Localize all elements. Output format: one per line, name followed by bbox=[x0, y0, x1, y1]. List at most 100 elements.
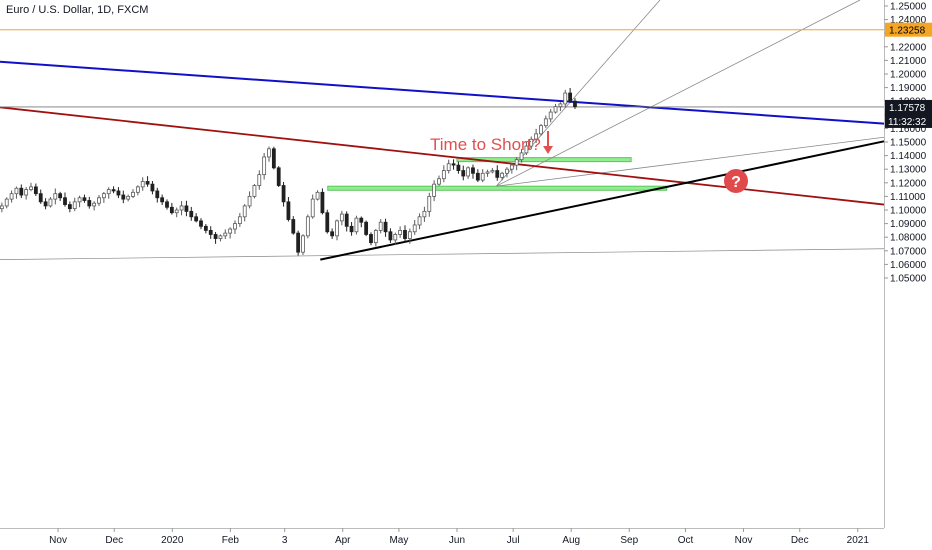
candle-body[interactable] bbox=[38, 193, 43, 203]
alert-price-tag[interactable] bbox=[885, 22, 932, 37]
candle-body[interactable] bbox=[553, 106, 558, 113]
blue-resistance-line[interactable] bbox=[0, 60, 885, 125]
candle-body[interactable] bbox=[116, 190, 121, 196]
candle-body[interactable] bbox=[558, 103, 563, 108]
candle-body[interactable] bbox=[237, 216, 242, 225]
candle-body[interactable] bbox=[184, 205, 189, 212]
candle-body[interactable] bbox=[456, 164, 461, 171]
candle-body[interactable] bbox=[271, 148, 276, 169]
candle-body[interactable] bbox=[208, 229, 213, 235]
support-zone[interactable] bbox=[327, 185, 668, 191]
candle-body[interactable] bbox=[77, 197, 82, 203]
candle-body[interactable] bbox=[276, 167, 281, 186]
candle-body[interactable] bbox=[233, 223, 237, 230]
candle-body[interactable] bbox=[126, 195, 131, 200]
candle-body[interactable] bbox=[315, 191, 320, 200]
candle-body[interactable] bbox=[58, 193, 63, 199]
candle-body[interactable] bbox=[475, 172, 480, 181]
candle-body[interactable] bbox=[160, 197, 165, 203]
candle-body[interactable] bbox=[67, 204, 72, 210]
candle-body[interactable] bbox=[388, 231, 393, 241]
candle-body[interactable] bbox=[106, 189, 111, 195]
candle-body[interactable] bbox=[14, 187, 19, 195]
candle-body[interactable] bbox=[383, 221, 388, 233]
candle-body[interactable] bbox=[82, 197, 87, 201]
candle-body[interactable] bbox=[9, 193, 14, 200]
candle-body[interactable] bbox=[466, 167, 471, 177]
candle-body[interactable] bbox=[242, 205, 247, 218]
price-scale[interactable] bbox=[884, 0, 932, 550]
candle-body[interactable] bbox=[359, 217, 364, 223]
candle-body[interactable] bbox=[490, 170, 495, 173]
candle-body[interactable] bbox=[543, 118, 548, 127]
candle-body[interactable] bbox=[417, 216, 422, 226]
lower-trendline[interactable] bbox=[0, 248, 885, 260]
candle-body[interactable] bbox=[310, 198, 315, 218]
candle-body[interactable] bbox=[165, 201, 169, 208]
candle-body[interactable] bbox=[461, 170, 466, 177]
fan-line[interactable] bbox=[496, 136, 885, 187]
candle-body[interactable] bbox=[199, 220, 203, 227]
candle-body[interactable] bbox=[335, 220, 339, 237]
candle-body[interactable] bbox=[495, 170, 500, 178]
candle-body[interactable] bbox=[301, 235, 305, 253]
candle-body[interactable] bbox=[364, 221, 369, 235]
candle-body[interactable] bbox=[131, 191, 135, 197]
candle-body[interactable] bbox=[330, 231, 335, 237]
candle-body[interactable] bbox=[398, 229, 403, 235]
candle-body[interactable] bbox=[218, 235, 223, 239]
candle-body[interactable] bbox=[325, 212, 330, 233]
candle-body[interactable] bbox=[267, 148, 271, 158]
candle-body[interactable] bbox=[519, 152, 524, 161]
candle-body[interactable] bbox=[296, 232, 301, 253]
candle-body[interactable] bbox=[92, 202, 97, 207]
candle-body[interactable] bbox=[223, 232, 228, 237]
candle-body[interactable] bbox=[63, 197, 67, 205]
candle-body[interactable] bbox=[471, 167, 475, 174]
candle-body[interactable] bbox=[505, 168, 509, 174]
candle-body[interactable] bbox=[373, 229, 378, 244]
candle-body[interactable] bbox=[427, 195, 432, 212]
candle-body[interactable] bbox=[412, 224, 417, 233]
candle-body[interactable] bbox=[291, 219, 296, 234]
candle-body[interactable] bbox=[53, 193, 58, 200]
candle-body[interactable] bbox=[213, 234, 218, 239]
candle-body[interactable] bbox=[403, 229, 407, 239]
candle-body[interactable] bbox=[135, 186, 140, 193]
candle-body[interactable] bbox=[203, 225, 208, 231]
candle-body[interactable] bbox=[101, 193, 106, 199]
candle-body[interactable] bbox=[369, 234, 373, 244]
candle-body[interactable] bbox=[29, 186, 33, 191]
candle-body[interactable] bbox=[179, 205, 184, 211]
candle-body[interactable] bbox=[121, 194, 126, 200]
candle-body[interactable] bbox=[4, 198, 9, 207]
fan-line[interactable] bbox=[496, 0, 861, 187]
candle-body[interactable] bbox=[480, 172, 485, 181]
candle-body[interactable] bbox=[194, 216, 199, 222]
candle-body[interactable] bbox=[140, 181, 145, 188]
candle-body[interactable] bbox=[19, 187, 24, 196]
candle-body[interactable] bbox=[573, 100, 577, 108]
candle-body[interactable] bbox=[407, 231, 412, 239]
candle-body[interactable] bbox=[150, 183, 155, 192]
candle-body[interactable] bbox=[524, 145, 529, 154]
candle-body[interactable] bbox=[257, 174, 262, 186]
candle-body[interactable] bbox=[228, 228, 233, 234]
candle-body[interactable] bbox=[281, 185, 286, 203]
candle-body[interactable] bbox=[145, 181, 150, 185]
candle-body[interactable] bbox=[33, 186, 38, 195]
fan-line[interactable] bbox=[496, 0, 661, 187]
candle-body[interactable] bbox=[174, 209, 179, 214]
candle-body[interactable] bbox=[446, 163, 451, 171]
candle-body[interactable] bbox=[568, 92, 573, 102]
candle-body[interactable] bbox=[437, 178, 441, 185]
candle-body[interactable] bbox=[43, 201, 48, 207]
candle-body[interactable] bbox=[349, 225, 354, 233]
candle-body[interactable] bbox=[155, 190, 160, 199]
candle-body[interactable] bbox=[344, 213, 349, 227]
time-scale[interactable] bbox=[0, 528, 932, 550]
candle-body[interactable] bbox=[563, 92, 568, 105]
candle-body[interactable] bbox=[451, 163, 456, 166]
candle-body[interactable] bbox=[252, 185, 257, 197]
last-price-tag[interactable] bbox=[885, 99, 932, 128]
